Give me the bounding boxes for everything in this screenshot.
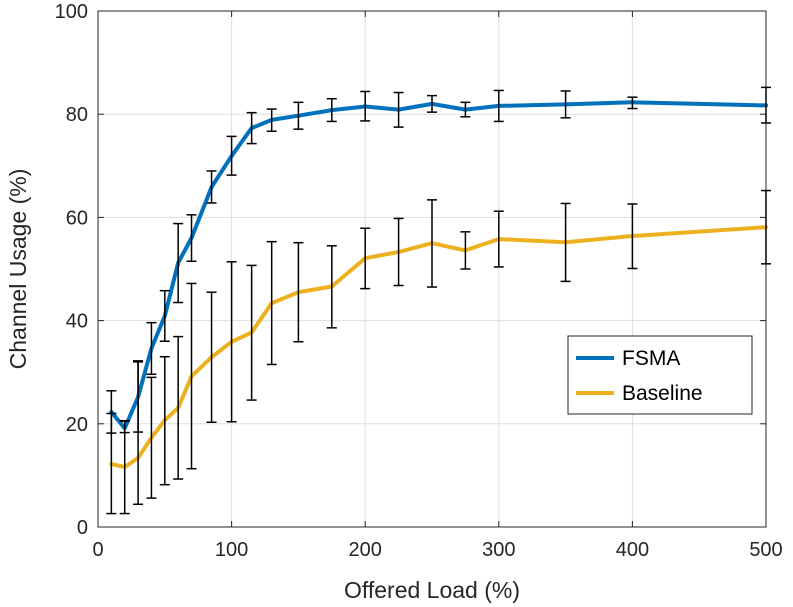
- baseline-errorbar: [226, 261, 237, 423]
- fsma-errorbar: [427, 94, 437, 113]
- legend: FSMA Baseline: [567, 335, 753, 415]
- baseline-errorbar: [326, 245, 337, 329]
- y-tick-label: 20: [66, 414, 88, 436]
- baseline-errorbar: [360, 227, 371, 290]
- series-layer: [106, 86, 771, 515]
- x-tick-label: 500: [749, 539, 782, 561]
- fsma-errorbar: [393, 91, 404, 128]
- baseline-errorbar: [186, 282, 197, 470]
- baseline-errorbar: [206, 291, 217, 424]
- legend-box: [567, 335, 753, 415]
- fsma-errorbar: [560, 90, 571, 119]
- fsma-legend-label: FSMA: [622, 347, 680, 370]
- baseline-errorbar: [460, 231, 471, 270]
- x-tick-label: 200: [349, 539, 382, 561]
- fsma-errorbar: [493, 89, 504, 123]
- fsma-errorbar: [266, 108, 277, 132]
- baseline-errorbar: [173, 335, 184, 480]
- x-tick-label: 400: [616, 539, 649, 561]
- baseline-errorbar: [146, 376, 157, 499]
- axis-ticks: 0 100 200 300 400 500 0 20 40 60 80 100: [55, 1, 783, 561]
- y-tick-label: 60: [66, 207, 88, 229]
- fsma-errorbar: [627, 96, 638, 110]
- baseline-errorbar: [133, 360, 144, 506]
- y-tick-label: 40: [66, 311, 88, 333]
- fsma-errorbar: [206, 170, 217, 204]
- baseline-errorbar: [106, 412, 117, 515]
- y-axis-title: Channel Usage (%): [5, 169, 31, 370]
- fsma-errorbar: [326, 97, 337, 123]
- x-axis-title: Offered Load (%): [344, 577, 520, 603]
- fsma-errorbar: [761, 86, 771, 124]
- baseline-errorbar: [627, 203, 638, 270]
- fsma-errorbar: [360, 90, 371, 122]
- baseline-errorbar: [293, 241, 304, 343]
- fsma-errorbar: [186, 214, 197, 263]
- fsma-errorbar: [159, 289, 170, 342]
- fsma-errorbar: [460, 101, 471, 118]
- x-tick-label: 300: [482, 539, 515, 561]
- x-tick-label: 100: [215, 539, 248, 561]
- baseline-errorbar: [393, 217, 404, 287]
- fsma-errorbar: [173, 222, 184, 304]
- baseline-errorbar: [266, 240, 277, 366]
- baseline-errorbar: [159, 355, 170, 486]
- x-tick-label: 0: [92, 539, 103, 561]
- baseline-errorbar: [493, 210, 504, 268]
- baseline-errorbar: [246, 264, 257, 401]
- fsma-errorbar: [293, 101, 304, 130]
- y-tick-label: 100: [55, 1, 88, 23]
- baseline-errorbar: [560, 202, 571, 283]
- y-tick-label: 80: [66, 104, 88, 126]
- y-tick-label: 0: [77, 517, 88, 539]
- plot-frame: [97, 10, 767, 528]
- fsma-errorbar: [246, 111, 257, 145]
- baseline-legend-label: Baseline: [622, 382, 703, 405]
- fsma-errorbar: [146, 321, 157, 376]
- fsma-errorbar: [226, 135, 237, 176]
- baseline-errorbar: [427, 199, 437, 288]
- baseline-errorbar: [761, 189, 771, 265]
- baseline-errorbar: [119, 419, 130, 515]
